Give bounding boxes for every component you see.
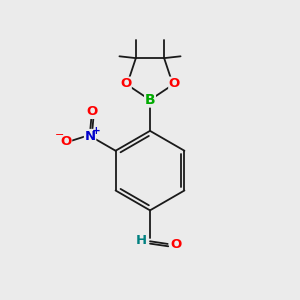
Text: +: + — [92, 126, 101, 136]
Text: O: O — [60, 135, 72, 148]
Text: −: − — [55, 130, 64, 140]
Text: H: H — [136, 234, 147, 247]
Text: O: O — [86, 105, 97, 119]
Text: N: N — [85, 130, 96, 142]
Text: O: O — [169, 77, 180, 90]
Text: O: O — [120, 77, 131, 90]
Text: B: B — [145, 93, 155, 107]
Text: O: O — [170, 238, 181, 251]
